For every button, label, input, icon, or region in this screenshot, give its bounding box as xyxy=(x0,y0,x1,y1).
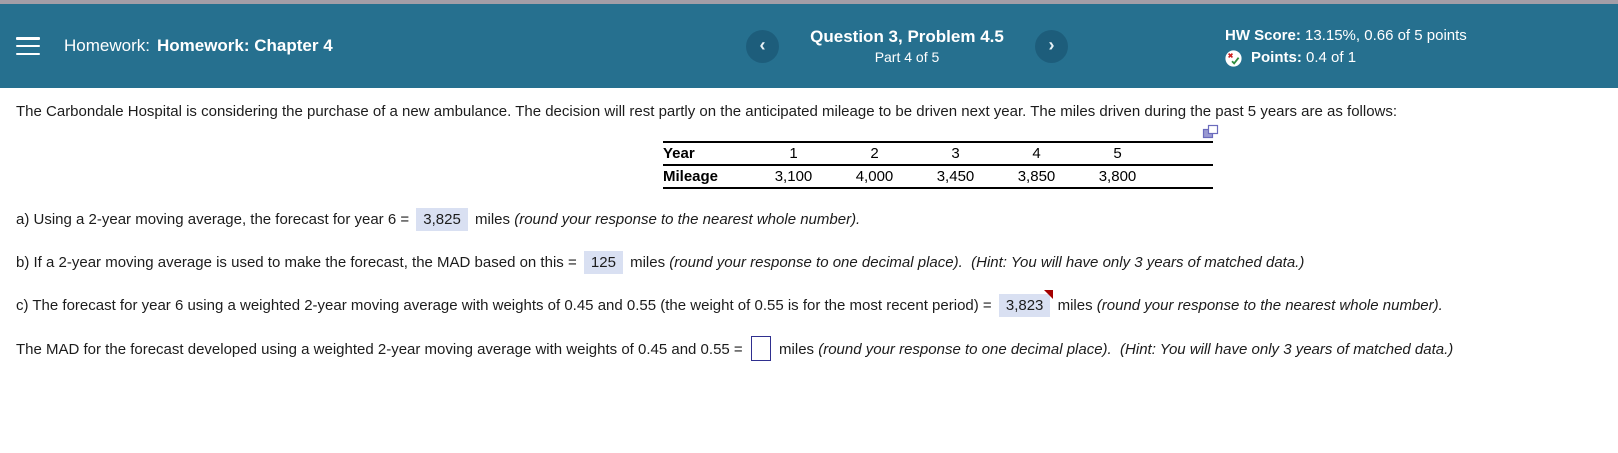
table-row: Year 1 2 3 4 5 xyxy=(663,142,1213,166)
mileage-table: Year 1 2 3 4 5 Mileage 3,100 4,000 3,450… xyxy=(663,141,1213,189)
problem-statement: The Carbondale Hospital is considering t… xyxy=(16,103,1398,120)
year-cell: 2 xyxy=(834,142,915,166)
chevron-right-icon: › xyxy=(1048,34,1055,55)
mileage-cell: 3,800 xyxy=(1077,165,1158,189)
part-c-units: miles xyxy=(1057,297,1093,314)
question-heading: Question 3, Problem 4.5 Part 4 of 5 xyxy=(810,26,1004,66)
question-navigation: ‹ Question 3, Problem 4.5 Part 4 of 5 › xyxy=(746,16,1068,76)
part-c-answer-value: 3,823 xyxy=(1005,297,1044,314)
next-question-button[interactable]: › xyxy=(1034,29,1068,63)
incorrect-flag-icon xyxy=(1044,290,1054,299)
previous-question-button[interactable]: ‹ xyxy=(746,29,779,63)
mileage-row-header: Mileage xyxy=(663,165,753,189)
question-part: Part 4 of 5 xyxy=(874,49,940,65)
part-a-answer-input[interactable]: 3,825 xyxy=(416,208,468,231)
assignment-title: Homework: Chapter 4 xyxy=(156,36,333,55)
hw-score-value: 13.15%, 0.66 of 5 points xyxy=(1305,27,1467,44)
part-a-note: (round your response to the nearest whol… xyxy=(514,211,861,228)
points-value: 0.4 of 1 xyxy=(1306,49,1357,66)
question-title: Question 3, Problem 4.5 xyxy=(810,27,1004,46)
mileage-cell: 3,450 xyxy=(915,165,996,189)
part-c: c) The forecast for year 6 using a weigh… xyxy=(16,290,1443,318)
problem-area: The Carbondale Hospital is considering t… xyxy=(0,88,1618,453)
partial-credit-icon xyxy=(1225,49,1242,67)
part-b-text: b) If a 2-year moving average is used to… xyxy=(16,254,577,271)
mileage-cell: 4,000 xyxy=(834,165,915,189)
assignment-header: Homework: Homework: Chapter 4 ‹ Question … xyxy=(0,4,1618,88)
part-d: The MAD for the forecast developed using… xyxy=(16,336,1453,362)
header-left: Homework: Homework: Chapter 4 xyxy=(16,4,333,88)
hw-score-label: HW Score: xyxy=(1225,27,1301,44)
part-a-text: a) Using a 2-year moving average, the fo… xyxy=(16,211,410,228)
part-a-units: miles xyxy=(475,211,511,228)
score-panel: HW Score: 13.15%, 0.66 of 5 points Point… xyxy=(1225,25,1467,69)
window-top-strip xyxy=(0,0,1618,4)
year-cell: 4 xyxy=(996,142,1077,166)
year-cell: 1 xyxy=(753,142,834,166)
part-b-note: (round your response to one decimal plac… xyxy=(669,254,1305,271)
year-cell: 3 xyxy=(915,142,996,166)
year-cell: 5 xyxy=(1077,142,1158,166)
menu-icon[interactable] xyxy=(16,37,40,55)
hw-score: HW Score: 13.15%, 0.66 of 5 points xyxy=(1225,25,1467,47)
table-row: Mileage 3,100 4,000 3,450 3,850 3,800 xyxy=(663,165,1213,189)
part-c-note: (round your response to the nearest whol… xyxy=(1096,297,1443,314)
part-d-answer-input[interactable] xyxy=(750,336,771,361)
assignment-label: Homework: xyxy=(64,36,150,55)
popup-table-icon[interactable] xyxy=(1202,124,1219,140)
part-a: a) Using a 2-year moving average, the fo… xyxy=(16,207,860,232)
part-b: b) If a 2-year moving average is used to… xyxy=(16,250,1304,275)
part-b-answer-input[interactable]: 125 xyxy=(583,251,623,274)
part-c-text: c) The forecast for year 6 using a weigh… xyxy=(16,297,992,314)
table-filler-cell xyxy=(1158,142,1213,166)
table-filler-cell xyxy=(1158,165,1213,189)
part-c-answer-input[interactable]: 3,823 xyxy=(998,290,1054,317)
part-b-units: miles xyxy=(630,254,666,271)
points: Points: 0.4 of 1 xyxy=(1225,47,1467,69)
part-d-note: (round your response to one decimal plac… xyxy=(818,341,1454,358)
points-label: Points: xyxy=(1251,49,1302,66)
mileage-cell: 3,850 xyxy=(996,165,1077,189)
chevron-left-icon: ‹ xyxy=(759,34,766,55)
assignment-name: Homework: Homework: Chapter 4 xyxy=(64,36,333,56)
mileage-cell: 3,100 xyxy=(753,165,834,189)
year-row-header: Year xyxy=(663,142,753,166)
part-d-units: miles xyxy=(779,341,815,358)
part-d-text: The MAD for the forecast developed using… xyxy=(16,341,743,358)
